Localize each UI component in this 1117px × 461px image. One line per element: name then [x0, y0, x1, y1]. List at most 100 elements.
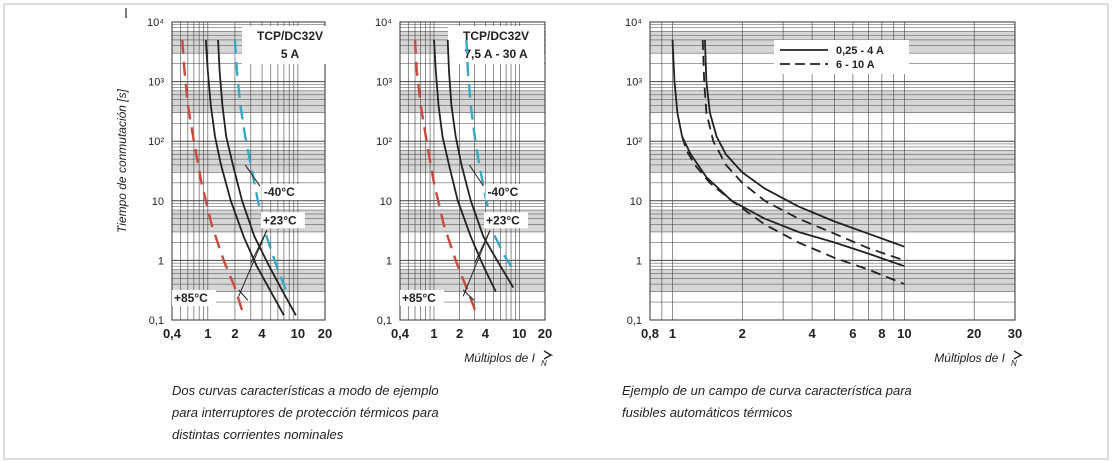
grid-band — [172, 150, 325, 173]
x-axis-label: Múltiplos de I — [464, 351, 535, 365]
legend-label: 0,25 - 4 A — [836, 45, 884, 57]
grid-band — [400, 90, 545, 113]
x-tick-label: 1 — [204, 326, 211, 341]
y-tick-label: 0,1 — [627, 315, 642, 327]
annotation-label: -40°C — [264, 185, 295, 199]
x-axis-label-sub: N — [541, 359, 547, 368]
title-box — [448, 26, 544, 64]
x-tick-label: 10 — [291, 326, 305, 341]
caption-right-line-1: Ejemplo de un campo de curva característ… — [622, 383, 912, 398]
annotation-label: -40°C — [487, 185, 518, 199]
grid-band — [400, 269, 545, 292]
chart-title: TCP/DC32V — [463, 29, 529, 43]
grid-band — [172, 269, 325, 292]
x-tick-label: 2 — [456, 326, 463, 341]
y-tick-label: 10² — [626, 136, 642, 148]
grid-band — [172, 90, 325, 113]
y-tick-label: 10 — [152, 196, 164, 208]
x-axis-label-sub: N — [1011, 359, 1017, 368]
chart-subtitle: 7,5 A - 30 A — [464, 47, 528, 61]
x-tick-label: 0,4 — [391, 326, 410, 341]
annotation-leader — [462, 230, 491, 297]
series-line — [233, 39, 288, 293]
annotation-leader — [238, 230, 268, 297]
x-tick-label: 4 — [258, 326, 266, 341]
y-tick-label: 10 — [380, 196, 392, 208]
annotation-bg — [261, 184, 306, 201]
y-tick-label: 10³ — [148, 77, 164, 89]
annotation-bg — [260, 212, 305, 229]
legend-label: 6 - 10 A — [836, 59, 875, 71]
series-line — [204, 39, 285, 316]
series-line — [181, 39, 245, 316]
annotation-label: +85°C — [402, 291, 436, 305]
y-tick-label: 1 — [158, 255, 164, 267]
x-tick-label: 10 — [897, 326, 911, 341]
x-tick-label: 4 — [808, 326, 816, 341]
x-tick-label: 2 — [231, 326, 238, 341]
y-tick-label: 10³ — [376, 77, 392, 89]
chart-tcp-7-5-30a: 10⁴ 10³ 10² 10 1 0,10,4 1 2 4 10 20 TCP/DC32V 7,5 A … — [375, 17, 554, 368]
annotation-label: +23°C — [263, 213, 297, 227]
annotation-bg — [400, 290, 444, 306]
y-tick-label: 0,1 — [377, 315, 392, 327]
x-tick-label: 4 — [482, 326, 490, 341]
y-tick-label: 10² — [148, 136, 164, 148]
annotation-label: +23°C — [486, 213, 520, 227]
caption-left-line-2: para interruptores de protección térmico… — [172, 405, 439, 420]
series-line — [413, 39, 479, 316]
y-tick-label: 1 — [386, 255, 392, 267]
x-tick-label: 1 — [669, 326, 676, 341]
series-line — [446, 39, 515, 289]
caption-left-line-3: distintas corrientes nominales — [172, 427, 344, 442]
chart-subtitle: 5 A — [281, 47, 300, 61]
grid-band — [650, 150, 1015, 173]
annotation-bg — [172, 290, 216, 306]
y-tick-label: 10⁴ — [147, 17, 164, 29]
annotation-leader — [244, 164, 261, 187]
x-tick-label: 8 — [878, 326, 885, 341]
caption-left-line-1: Dos curvas características a modo de eje… — [172, 383, 439, 398]
series-line — [681, 136, 905, 285]
x-tick-label: 10 — [512, 326, 526, 341]
x-tick-label: 2 — [739, 326, 746, 341]
y-tick-label: 10⁴ — [625, 17, 642, 29]
grid-band — [400, 150, 545, 173]
x-axis-label: Múltiplos de I — [934, 351, 1005, 365]
caption-right-line-2: fusibles automáticos térmicos — [622, 405, 793, 420]
x-tick-label: 0,8 — [641, 326, 659, 341]
series-line — [217, 39, 297, 316]
y-axis-label: Tiempo de conmutación [s] — [115, 88, 129, 233]
x-tick-label: 20 — [318, 326, 332, 341]
grid-band — [650, 90, 1015, 113]
y-tick-label: 10 — [630, 196, 642, 208]
x-tick-label: 30 — [1008, 326, 1022, 341]
annotation-leader — [238, 289, 249, 301]
title-box — [242, 26, 338, 64]
x-axis-arrow — [543, 350, 554, 360]
x-tick-label: 6 — [849, 326, 856, 341]
plot-frame — [399, 21, 546, 321]
annotation-bg — [485, 184, 530, 201]
y-tick-label: 0,1 — [149, 315, 164, 327]
caption-left: Dos curvas características a modo de eje… — [172, 380, 552, 446]
plot-frame — [649, 21, 1016, 321]
x-tick-label: 20 — [538, 326, 552, 341]
chart-title: TCP/DC32V — [257, 29, 323, 43]
plot-frame — [171, 21, 326, 321]
series-line — [704, 39, 905, 248]
x-axis-arrow — [1013, 350, 1024, 360]
y-tick-label: 1 — [636, 255, 642, 267]
x-tick-label: 0,4 — [163, 326, 182, 341]
annotation-leader — [468, 164, 484, 187]
x-tick-label: 1 — [430, 326, 437, 341]
annotation-leader — [462, 289, 475, 301]
annotation-label: +85°C — [174, 291, 208, 305]
annotation-bg — [484, 212, 529, 229]
y-tick-label: 10³ — [626, 77, 642, 89]
y-tick-label: 10² — [376, 136, 392, 148]
series-line — [671, 39, 905, 268]
chart-tcp-5a: 10⁴ 10³ 10² 10 1 0,10,4 1 2 4 10 20 TCP/DC32V 5 A Tie… — [115, 8, 338, 341]
